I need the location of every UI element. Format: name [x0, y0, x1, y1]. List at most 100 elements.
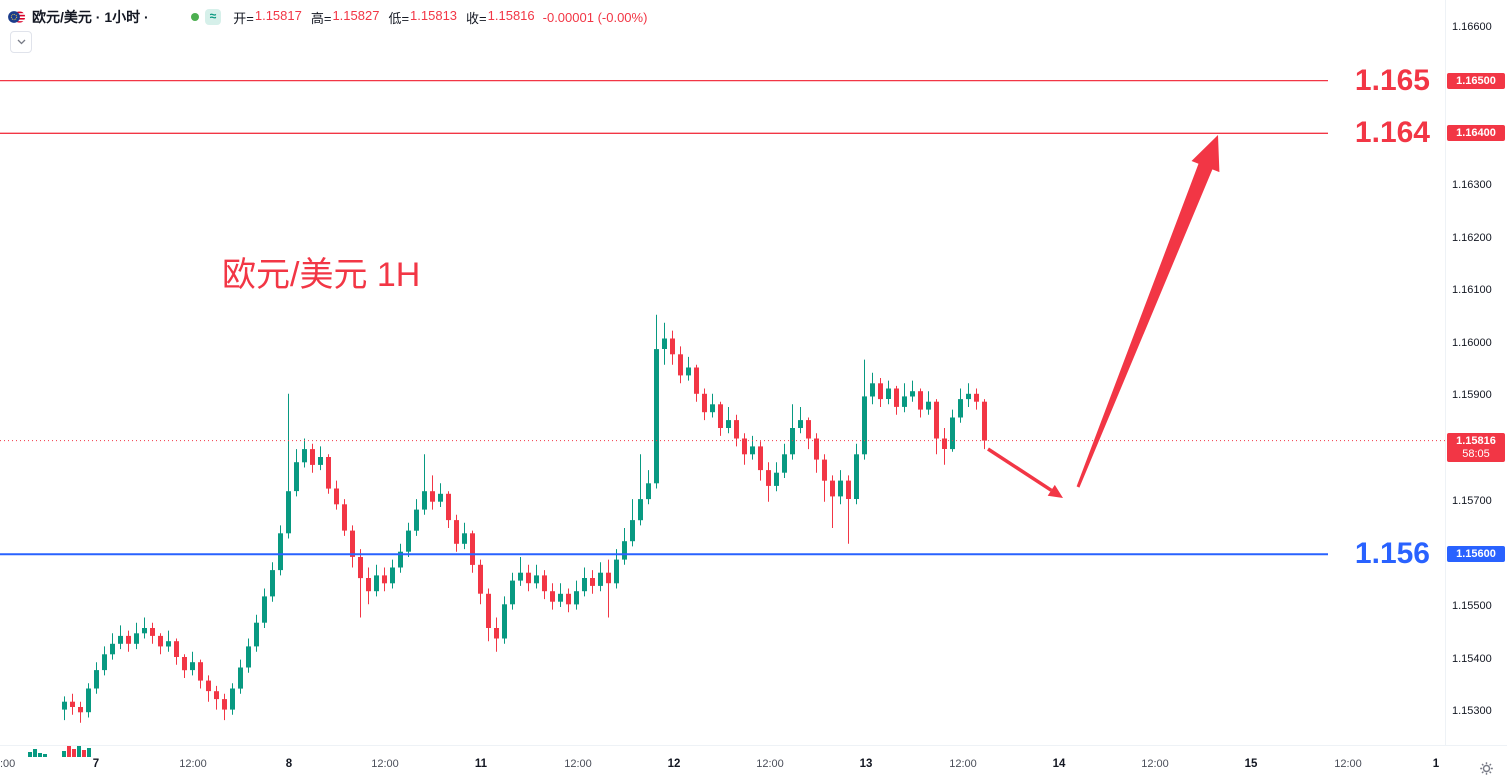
candle-body	[606, 572, 611, 584]
price-axis[interactable]: 1.16600 1.16300 1.16200 1.16100 1.16000 1.159…	[1445, 0, 1507, 745]
candle-body	[462, 533, 467, 544]
candle-body	[614, 559, 619, 584]
candle-body	[134, 633, 139, 644]
time-axis-label: 1	[1432, 758, 1440, 770]
countdown-timer: 58:05	[1462, 447, 1490, 460]
candle-body	[118, 635, 123, 644]
pullback-arrow-down-shaft[interactable]	[987, 447, 1053, 492]
price-axis-label: 1.15500	[1452, 599, 1492, 612]
high-label: 高=	[310, 10, 332, 26]
price-change: -0.00001 (-0.00%)	[542, 9, 648, 25]
volume-bar	[87, 748, 91, 757]
volume-bar	[28, 752, 32, 757]
candle-body	[422, 491, 427, 510]
candle-body	[582, 578, 587, 592]
candle-body	[398, 551, 403, 568]
candle-body	[230, 688, 235, 710]
candle-body	[150, 628, 155, 636]
candle-body	[782, 454, 787, 473]
legend-collapse-button[interactable]	[10, 31, 32, 53]
candle-body	[374, 575, 379, 592]
price-axis-label: 1.16300	[1452, 178, 1492, 191]
symbol-title[interactable]: 欧元/美元 · 1小时 ·	[32, 9, 149, 25]
candle-body	[598, 572, 603, 586]
candle-body	[86, 688, 91, 713]
candle-body	[350, 530, 355, 557]
candle-body	[846, 480, 851, 499]
candle-body	[182, 657, 187, 671]
open-label: 开=	[233, 10, 254, 26]
candle-body	[454, 520, 459, 544]
candle-body	[710, 404, 715, 413]
candle-body	[486, 593, 491, 628]
level-price-label-1.165[interactable]: 1.165	[1354, 63, 1430, 97]
candle-body	[878, 383, 883, 400]
level-price-label-1.156[interactable]: 1.156	[1354, 537, 1430, 571]
candle-body	[190, 662, 195, 671]
pullback-arrow-down-head[interactable]	[1047, 484, 1063, 498]
time-axis-label: 12:00	[371, 758, 399, 770]
level-price-label-1.164[interactable]: 1.164	[1354, 116, 1430, 150]
candle-body	[862, 396, 867, 455]
candle-body	[838, 480, 843, 497]
price-axis-label: 1.16000	[1452, 336, 1492, 349]
candle-body	[942, 438, 947, 449]
candle-body	[758, 446, 763, 471]
settings-icon[interactable]	[1479, 761, 1494, 776]
candle-body	[390, 567, 395, 584]
time-axis-label: 8	[285, 758, 293, 770]
projection-arrow-up[interactable]	[1076, 135, 1220, 488]
price-axis-label: 1.15700	[1452, 494, 1492, 507]
candle-body	[342, 504, 347, 531]
time-axis-label: 14	[1052, 758, 1066, 770]
candle-body	[278, 533, 283, 571]
candle-body	[334, 488, 339, 505]
candle-body	[894, 388, 899, 407]
time-axis-label: 12	[667, 758, 681, 770]
candle-body	[510, 580, 515, 605]
candle-body	[902, 396, 907, 407]
time-axis-label: 12:00	[1334, 758, 1362, 770]
candle-body	[78, 707, 83, 713]
time-axis-label: 12:00	[949, 758, 977, 770]
volume-bar	[43, 754, 47, 757]
high-value: 1.15827	[332, 7, 380, 23]
volume-bar	[72, 749, 76, 757]
time-axis[interactable]: :00 7 12:00 8 12:00 11 12:00 12 12:00 13 12:00 14 12…	[0, 745, 1507, 784]
symbol-legend: 欧元/美元 · 1小时 · ≈ 开= 1.15817 高= 1.15827 低= 1.…	[8, 7, 647, 27]
candle-body	[70, 701, 75, 707]
candle-body	[630, 520, 635, 542]
candle-body	[774, 472, 779, 486]
data-mode-badge[interactable]: ≈	[204, 9, 222, 25]
candle-body	[926, 401, 931, 410]
time-axis-label: 12:00	[564, 758, 592, 770]
volume-bar	[82, 750, 86, 757]
candle-body	[638, 499, 643, 521]
price-axis-label: 1.15300	[1452, 705, 1492, 718]
candle-body	[974, 393, 979, 402]
candle-body	[174, 641, 179, 657]
candle-body	[222, 699, 227, 710]
last-price-value: 1.15816	[1456, 434, 1496, 447]
market-status-icon[interactable]	[190, 13, 199, 21]
candle-body	[886, 388, 891, 399]
candle-body	[142, 628, 147, 634]
candle-body	[358, 557, 363, 579]
candle-body	[494, 628, 499, 639]
last-price-tag: 1.15816 58:05	[1447, 432, 1505, 462]
candle-body	[414, 509, 419, 531]
time-axis-label: 12:00	[756, 758, 784, 770]
price-tag-1.15600: 1.15600	[1447, 546, 1505, 563]
candle-body	[158, 635, 163, 647]
candle-body	[830, 480, 835, 497]
candle-body	[670, 338, 675, 355]
chart-text-annotation[interactable]: 欧元/美元 1H	[222, 256, 421, 294]
candle-body	[854, 454, 859, 499]
symbol-pair-icon	[8, 9, 26, 25]
candle-body	[734, 420, 739, 439]
time-axis-label: 15	[1244, 758, 1258, 770]
candle-body	[94, 670, 99, 689]
candle-body	[790, 428, 795, 455]
